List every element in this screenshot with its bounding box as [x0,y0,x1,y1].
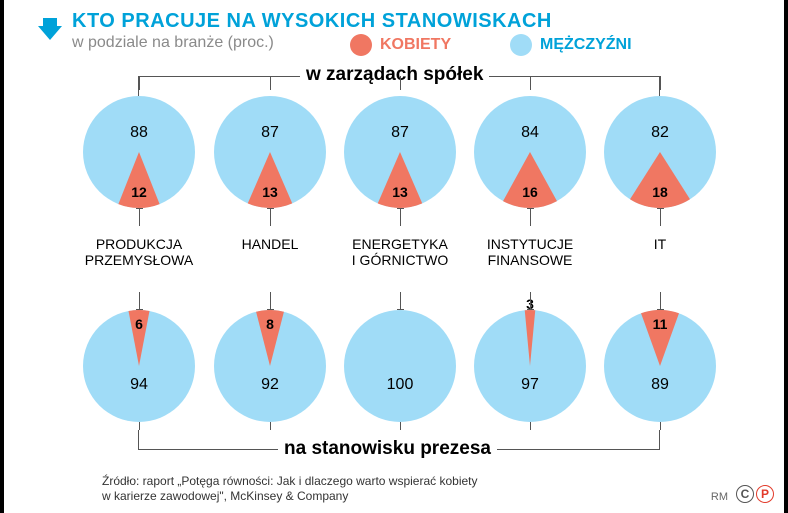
source-text: Źródło: raport „Potęga równości: Jak i d… [102,474,478,505]
value-board-men-2: 87 [344,124,456,142]
tick-bottom-4 [660,292,661,310]
value-board-women-3: 16 [474,184,586,200]
value-board-men-4: 82 [604,124,716,142]
legend-label-men: MĘŻCZYŹNI [540,36,632,54]
pie-ceo-1: 92 8 [214,310,326,422]
legend-label-women: KOBIETY [380,36,451,54]
pie-board-3: 84 16 [474,96,586,208]
value-ceo-women-4: 11 [604,316,716,332]
tick-top-4 [660,208,661,226]
down-arrow-icon [36,14,64,42]
tick-top-1 [270,208,271,226]
tick-top-3 [530,208,531,226]
c-badge: C [736,485,754,503]
legend-dot-men [510,34,532,56]
tick-bottom-2 [400,292,401,310]
tick-bottom-3 [530,292,531,310]
category-label-0: PRODUKCJA PRZEMYSŁOWA [73,236,205,268]
cp-badges: C P [736,485,774,503]
legend-dot-women [350,34,372,56]
value-ceo-men-1: 92 [214,376,326,394]
pie-board-0: 88 12 [83,96,195,208]
pie-ceo-3: 973 [474,310,586,422]
value-board-men-3: 84 [474,124,586,142]
value-board-women-2: 13 [344,184,456,200]
tick-top-0 [139,208,140,226]
credit: RM [711,491,728,503]
value-ceo-men-0: 94 [83,376,195,394]
pie-board-2: 87 13 [344,96,456,208]
category-label-1: HANDEL [204,236,336,252]
pie-board-1: 87 13 [214,96,326,208]
value-ceo-men-2: 100 [344,376,456,394]
legend-men: MĘŻCZYŹNI [510,34,632,56]
value-board-men-0: 88 [83,124,195,142]
subtitle: w podziale na branże (proc.) [72,34,274,52]
legend-women: KOBIETY [350,34,451,56]
tick-bottom-1 [270,292,271,310]
pie-ceo-4: 89 11 [604,310,716,422]
category-label-3: INSTYTUCJE FINANSOWE [464,236,596,268]
section-label-bottom: na stanowisku prezesa [278,438,497,460]
value-ceo-men-4: 89 [604,376,716,394]
pie-ceo-2: 100 [344,310,456,422]
value-board-women-4: 18 [604,184,716,200]
pie-board-4: 82 18 [604,96,716,208]
value-ceo-women-1: 8 [214,316,326,332]
value-board-women-0: 12 [83,184,195,200]
tick-top-2 [400,208,401,226]
category-label-4: IT [594,236,726,252]
pie-ceo-0: 94 6 [83,310,195,422]
p-badge: P [756,485,774,503]
title: KTO PRACUJE NA WYSOKICH STANOWISKACH [72,10,552,33]
tick-bottom-0 [139,292,140,310]
value-ceo-women-0: 6 [83,316,195,332]
section-label-top: w zarządach spółek [300,64,489,86]
value-board-women-1: 13 [214,184,326,200]
category-label-2: ENERGETYKA I GÓRNICTWO [334,236,466,268]
value-ceo-men-3: 97 [474,376,586,394]
value-board-men-1: 87 [214,124,326,142]
